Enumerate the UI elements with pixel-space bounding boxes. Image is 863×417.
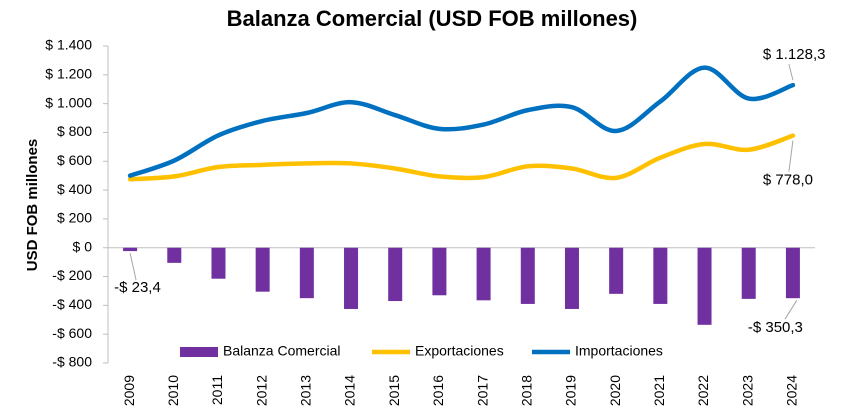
x-tick-label: 2016 xyxy=(430,375,446,406)
bar xyxy=(564,247,579,309)
line xyxy=(127,133,796,182)
bar xyxy=(167,247,182,263)
bar xyxy=(476,247,491,301)
y-tick-label: -$ 600 xyxy=(52,325,92,341)
x-tick-label: 2013 xyxy=(298,375,314,406)
bar xyxy=(255,247,270,292)
bar xyxy=(211,247,226,279)
x-tick-label: 2017 xyxy=(474,375,490,406)
y-tick-label: -$ 200 xyxy=(52,267,92,283)
y-tick-label: -$ 800 xyxy=(52,354,92,370)
legend-label: Balanza Comercial xyxy=(223,343,341,359)
x-tick-label: 2023 xyxy=(739,375,755,406)
x-tick-label: 2022 xyxy=(695,375,711,406)
x-tick-label: 2021 xyxy=(651,375,667,406)
y-tick-label: $ 1.400 xyxy=(45,37,92,53)
leader-line xyxy=(788,64,794,81)
bar xyxy=(123,247,138,252)
bar xyxy=(697,247,712,325)
data-label: -$ 350,3 xyxy=(748,319,803,336)
y-axis-title: USD FOB millones xyxy=(24,139,41,272)
x-tick-label: 2011 xyxy=(209,375,225,405)
y-tick-label: -$ 400 xyxy=(52,296,92,312)
bar xyxy=(299,247,314,299)
x-tick-label: 2020 xyxy=(607,375,623,406)
bar xyxy=(609,247,624,294)
line xyxy=(127,65,796,178)
x-tick-label: 2015 xyxy=(386,375,402,406)
bar xyxy=(653,247,668,304)
bar xyxy=(432,247,447,296)
x-tick-label: 2018 xyxy=(518,375,534,406)
data-label: $ 778,0 xyxy=(763,172,813,189)
legend-swatch xyxy=(180,347,218,357)
data-label: $ 1.128,3 xyxy=(763,46,826,63)
bar xyxy=(388,247,403,302)
y-tick-label: $ 400 xyxy=(57,181,92,197)
x-tick-label: 2010 xyxy=(165,375,181,406)
x-tick-label: 2009 xyxy=(121,375,137,406)
legend-label: Importaciones xyxy=(575,343,663,359)
leader-line xyxy=(129,252,137,281)
bar xyxy=(785,247,800,299)
leader-line xyxy=(784,299,798,320)
x-tick-label: 2014 xyxy=(342,375,358,406)
y-tick-label: $ 1.200 xyxy=(45,66,92,82)
bar xyxy=(741,247,756,299)
y-tick-label: $ 1.000 xyxy=(45,94,92,110)
chart-title: Balanza Comercial (USD FOB millones) xyxy=(227,6,638,31)
y-tick-label: $ 0 xyxy=(73,238,93,254)
y-tick-label: $ 800 xyxy=(57,123,92,139)
bar xyxy=(520,247,535,304)
y-tick-label: $ 200 xyxy=(57,210,92,226)
x-tick-label: 2019 xyxy=(563,375,579,406)
x-tick-label: 2024 xyxy=(784,375,800,406)
legend-label: Exportaciones xyxy=(415,343,504,359)
bar xyxy=(344,247,359,309)
y-tick-label: $ 600 xyxy=(57,152,92,168)
data-label: -$ 23,4 xyxy=(114,279,161,296)
leader-line xyxy=(788,140,794,172)
x-tick-label: 2012 xyxy=(253,375,269,406)
